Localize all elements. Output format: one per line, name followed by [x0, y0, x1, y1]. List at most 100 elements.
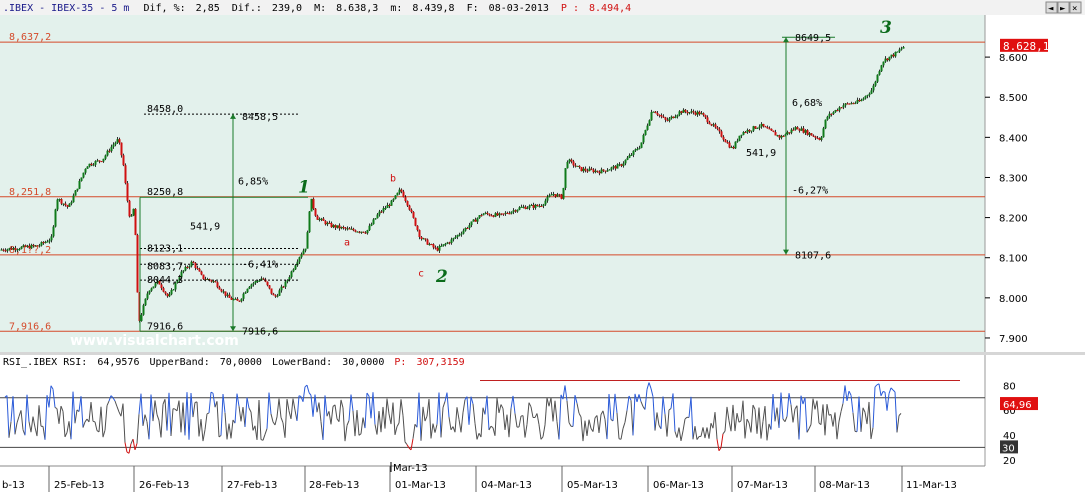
candle-body — [744, 132, 747, 134]
candle-body — [8, 248, 11, 250]
candle-body — [482, 213, 485, 216]
rsi-segment — [102, 430, 106, 438]
rsi-segment — [700, 427, 704, 437]
candle-body — [586, 170, 589, 172]
header-dif-pct: 2,85 — [196, 3, 220, 14]
candle-body — [696, 111, 699, 115]
candle-body — [92, 164, 95, 166]
rsi-segment — [792, 408, 796, 423]
candle-body — [328, 222, 331, 224]
candle-body — [106, 150, 109, 156]
rsi-segment — [142, 414, 146, 426]
candle-body — [650, 112, 653, 121]
candle-body — [572, 161, 575, 166]
candle-body — [868, 93, 871, 96]
candle-body — [174, 282, 177, 290]
rsi-segment — [306, 385, 310, 393]
rsi-segment — [572, 395, 576, 427]
candle-body — [884, 58, 887, 62]
candle-body — [684, 109, 687, 112]
rsi-segment — [882, 391, 886, 393]
rsi-segment — [178, 400, 182, 433]
rsi-value: 64,9576 — [97, 357, 139, 368]
right-range-arrow-down — [783, 249, 789, 255]
rsi-segment — [716, 439, 720, 451]
candle-body — [554, 194, 557, 197]
rsi-segment — [218, 435, 222, 438]
candle-body — [478, 215, 481, 219]
candle-body — [112, 144, 115, 147]
panel-separator[interactable] — [0, 352, 1085, 355]
scroll-left-button[interactable] — [1045, 1, 1058, 14]
candle-body — [220, 289, 223, 292]
candle-body — [496, 213, 499, 216]
candle-body — [834, 110, 837, 113]
candle-body — [190, 261, 193, 267]
candle-body — [488, 213, 491, 216]
rsi-segment — [28, 421, 32, 433]
candle-body — [158, 280, 161, 285]
wave-c-label: c — [418, 269, 424, 280]
rsi-segment — [896, 415, 900, 433]
candle-body — [444, 243, 447, 245]
candle-body — [420, 236, 423, 239]
level-label: 8,637,2 — [9, 32, 51, 43]
candle-body — [262, 278, 265, 280]
rsi-segment — [678, 427, 682, 441]
rsi-header-text: RSI_.IBEX RSI: 64,9576 UpperBand: 70,000… — [3, 357, 465, 368]
candle-body — [714, 124, 717, 128]
rsi-band-badge — [1000, 440, 1018, 454]
rsi-segment — [892, 389, 896, 393]
candle-body — [484, 212, 487, 214]
candle-body — [346, 228, 349, 230]
candle-body — [754, 126, 757, 129]
candle-body — [120, 142, 123, 156]
candle-body — [342, 227, 345, 229]
rsi-segment — [284, 399, 288, 438]
candle-body — [524, 206, 527, 209]
rsi-segment — [720, 433, 724, 448]
rsi-segment — [224, 412, 228, 440]
candle-body — [254, 281, 257, 284]
rsi-segment — [50, 385, 54, 390]
rsi-segment — [116, 406, 120, 413]
rsi-segment — [846, 390, 850, 401]
rsi-segment — [356, 410, 360, 436]
rsi-segment — [30, 416, 34, 433]
candle-body — [616, 164, 619, 169]
rsi-segment — [138, 393, 142, 415]
rsi-segment — [238, 406, 242, 422]
scroll-right-button[interactable] — [1057, 1, 1070, 14]
rsi-segment — [840, 403, 844, 412]
rsi-segment — [36, 405, 40, 437]
rsi-segment — [262, 434, 266, 441]
header-scroll-buttons[interactable]: ◄ ► × — [1045, 1, 1082, 14]
rsi-segment — [324, 395, 328, 417]
close-button[interactable] — [1069, 1, 1082, 14]
candle-body — [168, 294, 171, 297]
rsi-segment — [546, 397, 550, 407]
candle-body — [22, 245, 25, 247]
rsi-panel[interactable] — [0, 368, 985, 466]
candle-body — [618, 164, 621, 166]
rsi-segment — [58, 405, 62, 424]
candle-body — [742, 132, 745, 135]
rsi-segment — [894, 391, 898, 433]
candle-body — [16, 249, 19, 251]
candle-body — [100, 161, 103, 163]
candle-body — [408, 205, 411, 210]
rsi-segment — [746, 418, 750, 424]
header-dif-pct-label: Dif, %: — [143, 3, 185, 14]
rsi-segment — [318, 402, 322, 422]
rsi-segment — [862, 407, 866, 413]
rsi-segment — [504, 414, 508, 431]
candle-body — [152, 286, 155, 289]
rsi-segment — [298, 395, 302, 397]
candle-body — [340, 227, 343, 229]
candle-body — [272, 293, 275, 296]
rsi-segment — [776, 407, 780, 428]
rsi-segment — [586, 419, 590, 436]
price-panel[interactable] — [0, 15, 985, 352]
rsi-segment — [366, 392, 370, 397]
rsi-segment — [402, 415, 406, 442]
